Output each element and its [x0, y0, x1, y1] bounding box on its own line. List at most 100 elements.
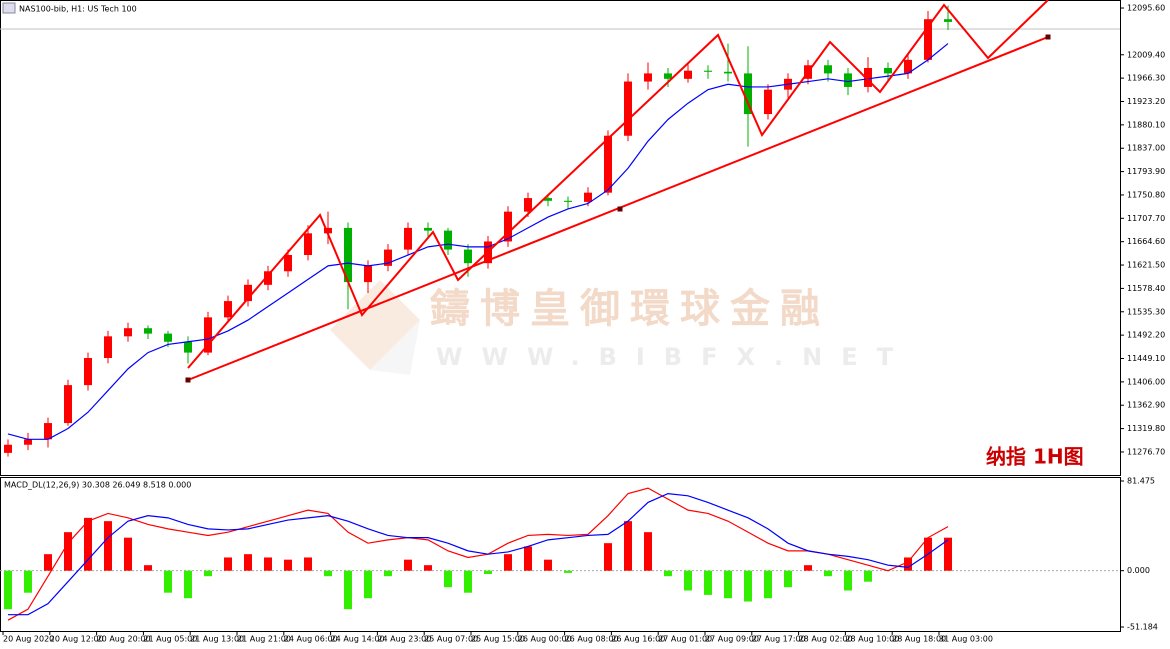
trend-anchor [185, 377, 191, 383]
macd-line [8, 493, 949, 616]
histogram-bar [364, 570, 372, 599]
moving-average [7, 43, 949, 440]
candle-body [464, 249, 472, 264]
histogram-bar [44, 554, 52, 571]
candle-body [744, 73, 752, 115]
x-tick-label: 25 Aug 15:00 [471, 635, 525, 644]
y-tick-label: 11707.70 [1127, 214, 1165, 223]
y-tick-label: 11319.80 [1127, 424, 1165, 433]
x-tick-label: 21 Aug 21:00 [237, 635, 291, 644]
histogram-bar [24, 570, 32, 593]
histogram-bar [824, 570, 832, 577]
price-frame [0, 0, 1121, 476]
x-tick-label: 20 Aug 20:00 [97, 635, 151, 644]
y-tick-label: 11449.10 [1127, 354, 1165, 363]
candle-body [944, 19, 952, 22]
histogram-bar [384, 570, 392, 577]
candle-body [384, 249, 392, 266]
annotation: 纳指 1H图 [986, 445, 1084, 469]
histogram-bar [784, 570, 792, 588]
x-tick-label: 20 Aug 2020 [3, 635, 54, 644]
candle-body [164, 333, 172, 342]
x-tick-label: 27 Aug 17:00 [752, 635, 806, 644]
y-tick-label: 0.000 [1127, 566, 1150, 575]
histogram-bar [324, 570, 332, 577]
y-tick-label: 11578.40 [1127, 284, 1165, 293]
trend-anchor [1045, 34, 1051, 40]
candle-body [264, 271, 272, 285]
y-tick-label: 12095.60 [1127, 4, 1165, 13]
candle-body [524, 198, 532, 212]
histogram-bar [804, 565, 812, 571]
candle-body [504, 211, 512, 242]
histogram-bar [544, 559, 552, 571]
histogram-bar [464, 570, 472, 593]
x-tick-label: 24 Aug 14:00 [331, 635, 385, 644]
y-tick-label: 11750.80 [1127, 190, 1165, 199]
histogram-bar [424, 565, 432, 571]
histogram-bar [604, 543, 612, 571]
histogram-bar [684, 570, 692, 591]
histogram-bar [704, 570, 712, 595]
y-tick-label: 81.475 [1127, 476, 1155, 485]
histogram-bar [344, 570, 352, 610]
y-tick-label: 11664.60 [1127, 237, 1165, 246]
candle-body [44, 423, 52, 440]
candle-body [704, 70, 712, 72]
candle-body [664, 73, 672, 79]
candle-body [324, 227, 332, 234]
candle-body [604, 135, 612, 193]
candle-body [364, 265, 372, 283]
candle-body [864, 67, 872, 87]
candle-body [904, 59, 912, 74]
indicator-title: MACD_DL(12,26,9) 30.308 26.049 8.518 0.0… [4, 481, 191, 490]
x-tick-label: 20 Aug 12:00 [50, 635, 104, 644]
chart-title: NAS100-bib, H1: US Tech 100 [19, 5, 137, 14]
histogram-bar [204, 570, 212, 577]
histogram-bar [124, 537, 132, 571]
candle-body [224, 301, 232, 318]
candle-body [304, 233, 312, 256]
candle-body [624, 81, 632, 136]
candle-body [844, 73, 852, 87]
histogram-bar [84, 517, 92, 571]
watermark-logo [330, 280, 420, 375]
histogram-bar [664, 570, 672, 577]
histogram-bar [524, 546, 532, 571]
histogram-bar [264, 557, 272, 571]
y-tick-label: 11837.00 [1127, 144, 1165, 153]
x-tick-label: 24 Aug 23:00 [377, 635, 431, 644]
candle-body [924, 19, 932, 60]
candle-body [284, 255, 292, 272]
candle-body [564, 200, 572, 202]
y-tick-label: 11535.30 [1127, 307, 1165, 316]
x-tick-label: 31 Aug 03:00 [939, 635, 993, 644]
watermark-url: WWW.BIBFX.NET [436, 343, 912, 371]
chart-icon [2, 2, 16, 14]
histogram-bar [64, 532, 72, 571]
x-tick-label: 26 Aug 16:00 [611, 635, 665, 644]
y-tick-label: 11966.30 [1127, 74, 1165, 83]
histogram-bar [404, 559, 412, 571]
histogram-bar [444, 570, 452, 588]
y-tick-label: 11923.20 [1127, 97, 1165, 106]
x-tick-label: 26 Aug 00:00 [518, 635, 572, 644]
macd-line [7, 487, 949, 621]
candle-body [24, 439, 32, 445]
x-tick-label: 28 Aug 10:00 [845, 635, 899, 644]
histogram-bar [304, 557, 312, 571]
candle-body [684, 70, 692, 79]
candle-body [544, 198, 552, 201]
histogram-bar [484, 570, 492, 574]
candle-body [764, 89, 772, 115]
y-tick-label: 11621.50 [1127, 261, 1165, 270]
candle-body [824, 65, 832, 74]
y-tick-label: 11276.70 [1127, 447, 1165, 456]
histogram-bar [224, 557, 232, 571]
x-tick-label: 28 Aug 02:00 [799, 635, 853, 644]
y-tick-label: 11492.20 [1127, 331, 1165, 340]
histogram-bar [644, 532, 652, 571]
